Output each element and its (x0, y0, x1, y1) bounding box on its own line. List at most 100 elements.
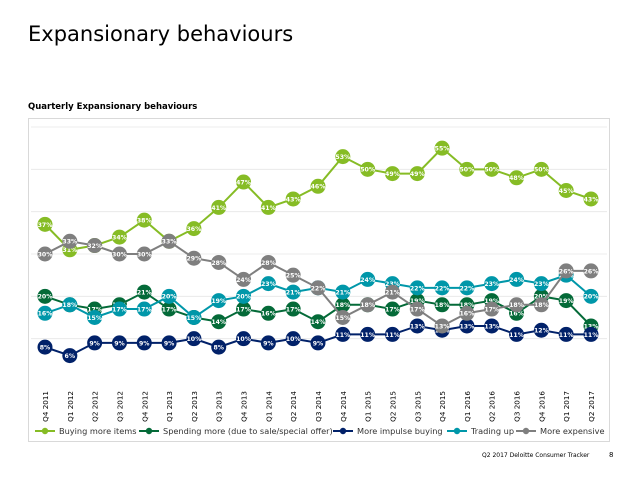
data-point (335, 326, 351, 342)
data-point (335, 149, 351, 165)
x-tick-label: Q4 2014 (339, 391, 348, 422)
data-point (260, 276, 276, 292)
data-point (236, 331, 252, 347)
data-label: 20% (162, 294, 177, 301)
data-point (111, 229, 127, 245)
data-label: 23% (534, 281, 549, 288)
data-point (260, 305, 276, 321)
data-label: 19% (559, 298, 574, 305)
data-point (409, 301, 425, 317)
x-tick-label: Q2 2012 (91, 391, 100, 422)
data-point (434, 280, 450, 296)
data-label: 46% (311, 184, 326, 191)
data-label: 38% (137, 218, 152, 225)
data-label: 19% (484, 298, 499, 305)
data-label: 17% (137, 306, 152, 313)
x-tick-label: Q2 2015 (388, 391, 397, 422)
legend-label: More impulse buying (357, 426, 443, 436)
data-point (384, 284, 400, 300)
data-point (260, 254, 276, 270)
data-point (409, 318, 425, 334)
data-point (236, 301, 252, 317)
data-point (211, 254, 227, 270)
data-label: 31% (62, 247, 77, 254)
x-tick-label: Q1 2013 (165, 391, 174, 422)
data-point (310, 178, 326, 194)
data-point (211, 199, 227, 215)
data-label: 11% (335, 332, 350, 339)
x-tick-label: Q2 2013 (190, 391, 199, 422)
legend-swatch-marker (453, 427, 461, 435)
data-label: 11% (360, 332, 375, 339)
data-label: 25% (286, 273, 301, 280)
data-point (558, 263, 574, 279)
x-tick-label: Q4 2016 (537, 391, 546, 422)
data-point (37, 246, 53, 262)
data-point (384, 326, 400, 342)
data-point (161, 288, 177, 304)
data-point (161, 301, 177, 317)
x-tick-label: Q3 2016 (513, 391, 522, 422)
data-point (285, 267, 301, 283)
data-point (136, 284, 152, 300)
data-label: 55% (435, 146, 450, 153)
data-point (434, 318, 450, 334)
data-label: 9% (114, 340, 125, 347)
data-point (384, 166, 400, 182)
data-label: 10% (236, 336, 251, 343)
data-label: 34% (112, 234, 127, 241)
data-point (310, 314, 326, 330)
data-point (409, 280, 425, 296)
data-point (384, 301, 400, 317)
data-label: 17% (87, 306, 102, 313)
data-point (285, 284, 301, 300)
x-tick-label: Q4 2012 (140, 391, 149, 422)
data-label: 20% (584, 294, 599, 301)
data-label: 19% (410, 298, 425, 305)
data-point (509, 170, 525, 186)
footer-text: Q2 2017 Deloitte Consumer Tracker (482, 452, 590, 459)
data-point (558, 326, 574, 342)
series-line (44, 146, 592, 251)
data-point (161, 233, 177, 249)
data-point (37, 216, 53, 232)
data-point (533, 297, 549, 313)
data-label: 43% (286, 196, 301, 203)
data-label: 33% (162, 239, 177, 246)
x-tick-label: Q3 2013 (215, 391, 224, 422)
data-label: 21% (137, 290, 152, 297)
data-label: 8% (213, 345, 224, 352)
line-chart: Q4 2011 Q1 2012 Q2 2012 Q3 2012 Q4 2012 Q1 20… (31, 126, 607, 436)
data-point (434, 297, 450, 313)
data-point (260, 199, 276, 215)
chart-frame: Q4 2011 Q1 2012 Q2 2012 Q3 2012 Q4 2012 Q1 20… (28, 118, 610, 442)
data-point (37, 305, 53, 321)
data-point (136, 212, 152, 228)
data-label: 10% (286, 336, 301, 343)
data-label: 24% (509, 277, 524, 284)
data-label: 18% (335, 302, 350, 309)
data-label: 50% (460, 167, 475, 174)
data-label: 18% (62, 302, 77, 309)
data-point (62, 233, 78, 249)
data-label: 18% (534, 302, 549, 309)
legend-swatch-marker (522, 427, 530, 435)
data-point (87, 310, 103, 325)
data-label: 6% (65, 353, 76, 360)
data-point (186, 221, 202, 237)
data-label: 50% (534, 167, 549, 174)
data-point (459, 318, 475, 334)
data-point (111, 246, 127, 262)
x-tick-label: Q1 2014 (264, 391, 273, 422)
data-point (360, 297, 376, 313)
data-label: 15% (187, 315, 202, 322)
data-point (310, 335, 326, 351)
data-label: 13% (460, 323, 475, 330)
data-label: 18% (360, 302, 375, 309)
legend-label: More expensive (540, 426, 604, 436)
data-label: 17% (410, 306, 425, 313)
legend-label: Trading up (470, 426, 514, 436)
data-point (310, 280, 326, 296)
data-label: 18% (509, 302, 524, 309)
data-label: 41% (211, 205, 226, 212)
